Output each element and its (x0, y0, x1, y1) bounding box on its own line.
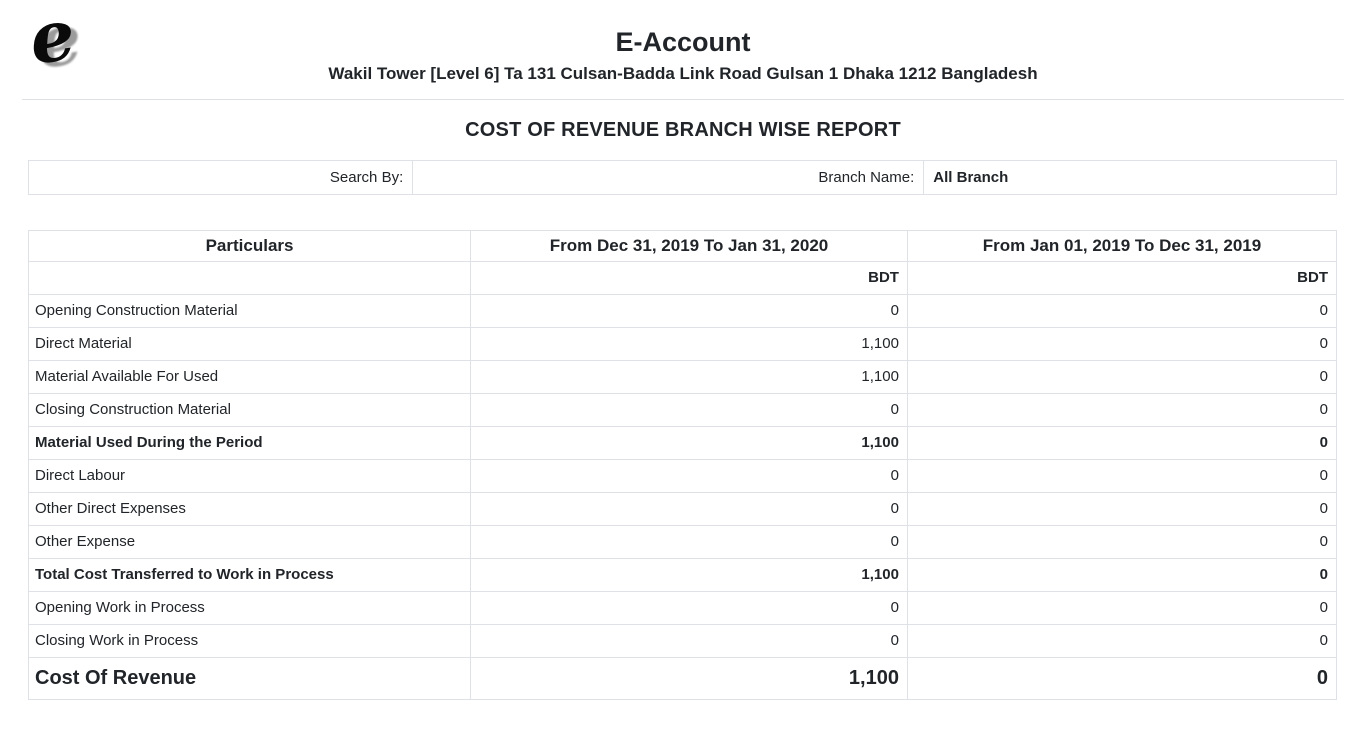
page-header: e E-Account Wakil Tower [Level 6] Ta 131… (0, 0, 1366, 100)
filter-bar: Search By: Branch Name: All Branch (28, 160, 1337, 195)
period1-value: 1,100 (471, 327, 908, 360)
period2-value: 0 (907, 492, 1336, 525)
company-title: E-Account (0, 10, 1366, 60)
period2-value: 0 (907, 360, 1336, 393)
column-header-particulars: Particulars (29, 230, 471, 261)
total-row-period1-value: 1,100 (471, 657, 908, 699)
table-row: Other Expense 0 0 (29, 525, 1337, 558)
currency-label-period1: BDT (471, 261, 908, 294)
period1-value: 0 (471, 525, 908, 558)
search-by-label: Search By: (29, 161, 413, 194)
period1-value: 0 (471, 459, 908, 492)
table-row: Closing Construction Material 0 0 (29, 393, 1337, 426)
period1-value: 1,100 (471, 360, 908, 393)
period2-value: 0 (907, 426, 1336, 459)
period2-value: 0 (907, 459, 1336, 492)
particular-label: Total Cost Transferred to Work in Proces… (29, 558, 471, 591)
particular-label: Closing Work in Process (29, 624, 471, 657)
period2-value: 0 (907, 294, 1336, 327)
table-row: Direct Material 1,100 0 (29, 327, 1337, 360)
particular-label: Other Expense (29, 525, 471, 558)
column-header-period2: From Jan 01, 2019 To Dec 31, 2019 (907, 230, 1336, 261)
period1-value: 1,100 (471, 426, 908, 459)
period2-value: 0 (907, 591, 1336, 624)
branch-name-label: Branch Name: (413, 161, 924, 194)
table-row: Other Direct Expenses 0 0 (29, 492, 1337, 525)
company-address: Wakil Tower [Level 6] Ta 131 Culsan-Badd… (0, 64, 1366, 84)
company-logo-icon: e (25, 0, 79, 75)
period1-value: 1,100 (471, 558, 908, 591)
particular-label: Opening Construction Material (29, 294, 471, 327)
period1-value: 0 (471, 591, 908, 624)
total-row-label: Cost Of Revenue (29, 657, 471, 699)
period2-value: 0 (907, 624, 1336, 657)
total-row-period2-value: 0 (907, 657, 1336, 699)
table-row: Material Used During the Period 1,100 0 (29, 426, 1337, 459)
period1-value: 0 (471, 393, 908, 426)
period1-value: 0 (471, 294, 908, 327)
particular-label: Material Available For Used (29, 360, 471, 393)
period2-value: 0 (907, 327, 1336, 360)
particular-label: Other Direct Expenses (29, 492, 471, 525)
table-header-row: Particulars From Dec 31, 2019 To Jan 31,… (29, 230, 1337, 261)
particular-label: Opening Work in Process (29, 591, 471, 624)
table-row: Opening Construction Material 0 0 (29, 294, 1337, 327)
column-header-period1: From Dec 31, 2019 To Jan 31, 2020 (471, 230, 908, 261)
total-row: Cost Of Revenue 1,100 0 (29, 657, 1337, 699)
report-title: COST OF REVENUE BRANCH WISE REPORT (0, 119, 1366, 142)
period1-value: 0 (471, 492, 908, 525)
table-row: Material Available For Used 1,100 0 (29, 360, 1337, 393)
currency-row: BDT BDT (29, 261, 1337, 294)
period2-value: 0 (907, 558, 1336, 591)
particular-label: Closing Construction Material (29, 393, 471, 426)
table-body: Opening Construction Material 0 0 Direct… (29, 294, 1337, 657)
table-row: Closing Work in Process 0 0 (29, 624, 1337, 657)
currency-label-period2: BDT (907, 261, 1336, 294)
branch-name-value: All Branch (924, 161, 1336, 194)
period2-value: 0 (907, 393, 1336, 426)
currency-empty-cell (29, 261, 471, 294)
table-row: Direct Labour 0 0 (29, 459, 1337, 492)
cost-of-revenue-table: Particulars From Dec 31, 2019 To Jan 31,… (28, 230, 1337, 700)
particular-label: Material Used During the Period (29, 426, 471, 459)
particular-label: Direct Material (29, 327, 471, 360)
particular-label: Direct Labour (29, 459, 471, 492)
period2-value: 0 (907, 525, 1336, 558)
header-divider (22, 99, 1344, 100)
period1-value: 0 (471, 624, 908, 657)
table-row: Total Cost Transferred to Work in Proces… (29, 558, 1337, 591)
table-row: Opening Work in Process 0 0 (29, 591, 1337, 624)
